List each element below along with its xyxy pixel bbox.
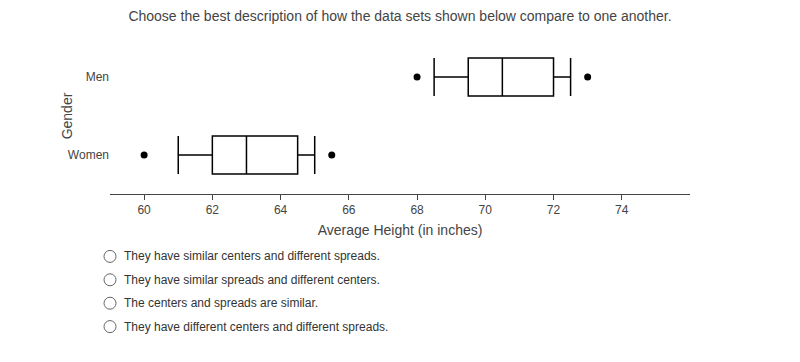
svg-text:They have different centers an: They have different centers and differen… [124, 320, 388, 334]
svg-text:64: 64 [274, 203, 288, 217]
svg-text:Choose the best description of: Choose the best description of how the d… [128, 8, 671, 24]
svg-text:The centers and spreads are si: The centers and spreads are similar. [124, 296, 318, 310]
svg-text:Men: Men [86, 70, 109, 84]
svg-text:70: 70 [479, 203, 493, 217]
svg-text:74: 74 [615, 203, 629, 217]
svg-text:72: 72 [547, 203, 561, 217]
svg-text:60: 60 [137, 203, 151, 217]
svg-text:Gender: Gender [59, 92, 75, 139]
svg-text:66: 66 [342, 203, 356, 217]
svg-text:62: 62 [206, 203, 220, 217]
svg-text:68: 68 [410, 203, 424, 217]
svg-text:Women: Women [68, 148, 109, 162]
svg-text:Average Height (in inches): Average Height (in inches) [318, 222, 483, 238]
svg-text:They have similar centers and: They have similar centers and different … [124, 249, 380, 263]
svg-text:They have similar spreads and: They have similar spreads and different … [124, 273, 380, 287]
